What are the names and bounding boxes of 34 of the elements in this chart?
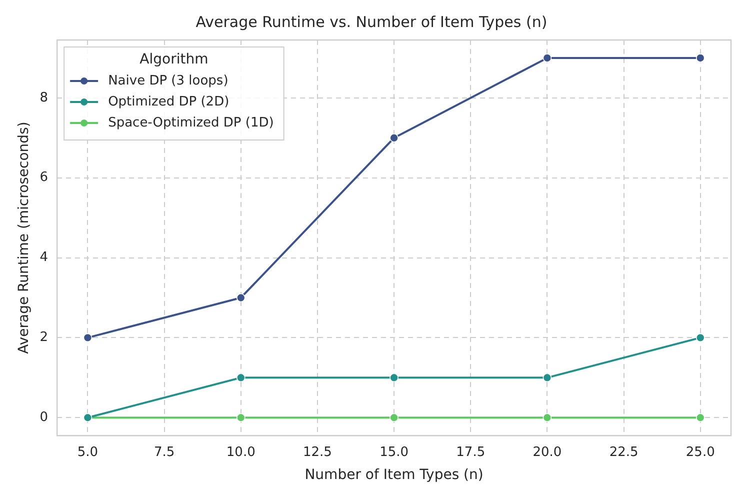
legend-label: Optimized DP (2D) xyxy=(108,94,230,110)
point xyxy=(236,413,246,422)
point xyxy=(390,413,398,422)
point xyxy=(390,134,398,142)
x-tick-label: 17.5 xyxy=(456,444,486,460)
x-tick-label: 7.5 xyxy=(154,444,175,460)
point xyxy=(390,373,398,382)
x-tick-label: 10.0 xyxy=(226,444,256,460)
x-tick-label: 5.0 xyxy=(77,444,98,460)
chart-title: Average Runtime vs. Number of Item Types (n) xyxy=(196,12,548,31)
x-tick-label: 22.5 xyxy=(609,444,638,460)
point xyxy=(83,333,92,342)
y-axis-title: Average Runtime (microseconds) xyxy=(16,122,32,354)
x-tick-label: 20.0 xyxy=(532,444,562,460)
y-tick-label: 6 xyxy=(40,170,48,186)
point xyxy=(542,54,552,62)
legend-label: Naive DP (3 loops) xyxy=(108,73,228,88)
y-tick-label: 8 xyxy=(40,90,48,106)
point xyxy=(236,373,246,382)
point xyxy=(236,293,246,302)
legend-label: Space-Optimized DP (1D) xyxy=(108,115,274,130)
point xyxy=(696,333,705,342)
point xyxy=(696,54,705,62)
x-axis-title: Number of Item Types (n) xyxy=(304,467,484,484)
x-tick-label: 15.0 xyxy=(380,444,409,460)
x-tick-label: 25.0 xyxy=(686,444,715,460)
y-tick-label: 4 xyxy=(40,250,48,266)
point xyxy=(542,413,552,422)
point xyxy=(696,413,705,422)
y-tick-label: 0 xyxy=(40,410,48,425)
point xyxy=(542,373,552,382)
legend-title: Algorithm xyxy=(140,52,208,68)
x-tick-label: 12.5 xyxy=(302,444,332,460)
y-tick-label: 2 xyxy=(40,330,48,346)
